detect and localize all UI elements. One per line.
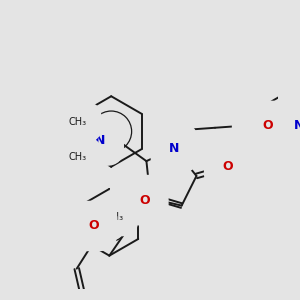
Text: CH₃: CH₃ <box>69 117 87 127</box>
Text: N: N <box>294 119 300 132</box>
Text: O: O <box>139 194 150 206</box>
Text: N: N <box>250 118 261 130</box>
Text: O: O <box>88 220 99 232</box>
Text: N: N <box>95 134 105 147</box>
Text: N: N <box>169 142 179 154</box>
Text: CH₃: CH₃ <box>105 212 123 222</box>
Text: CH₃: CH₃ <box>69 152 87 162</box>
Text: H: H <box>128 194 139 206</box>
Text: O: O <box>263 119 273 132</box>
Text: O: O <box>223 160 233 173</box>
